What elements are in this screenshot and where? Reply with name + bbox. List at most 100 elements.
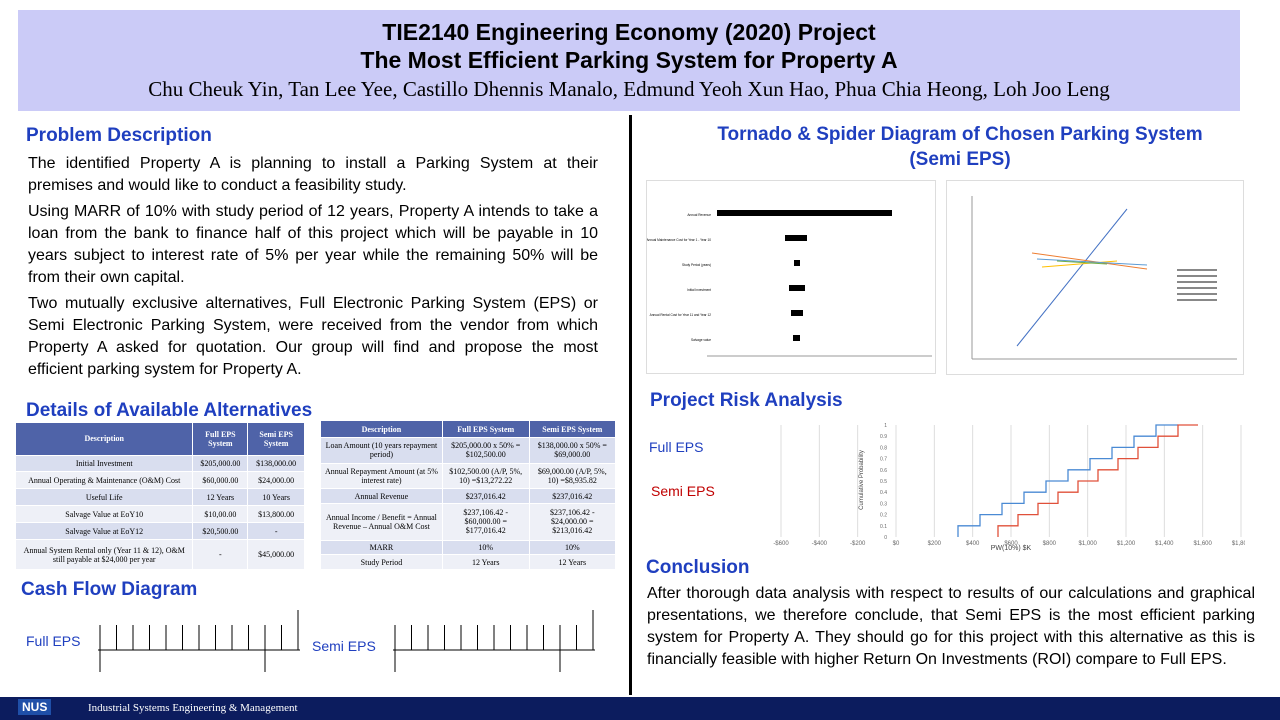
cell: $13,800.00	[247, 505, 305, 524]
cell: MARR	[320, 539, 443, 556]
cell: Study Period	[320, 554, 443, 570]
row: Study Period 12 Years 12 Years	[320, 554, 617, 570]
x-tick-label: $800	[1043, 541, 1057, 547]
footer: NUS Industrial Systems Engineering & Man…	[0, 697, 1280, 720]
paragraph: The identified Property A is planning to…	[28, 155, 598, 194]
heading-line: Tornado & Spider Diagram of Chosen Parki…	[717, 124, 1203, 145]
cell: Annual Income / Benefit = Annual Revenue…	[320, 503, 443, 541]
x-tick-label: -$400	[812, 541, 828, 547]
bar	[785, 235, 807, 241]
cell: Annual Operating & Maintenance (O&M) Cos…	[14, 471, 194, 490]
title: The Most Efficient Parking System for Pr…	[360, 47, 898, 73]
cash-flow-diagram	[393, 610, 595, 672]
heading: Cash Flow Diagram	[21, 579, 198, 600]
cell: 10%	[528, 539, 617, 556]
cell: Annual Revenue	[320, 488, 443, 505]
header-cell: Description	[14, 422, 194, 456]
row: Initial Investment $205,000.00 $138,000.00	[14, 454, 305, 473]
row: Annual System Rental only (Year 11 & 12)…	[14, 539, 305, 570]
bar	[794, 260, 800, 266]
row-label: Annual Rental Cost for Year 11 and Year …	[650, 313, 712, 317]
header-row: Description Full EPS System Semi EPS Syste…	[320, 419, 617, 439]
y-axis-label: Cumulative Probability	[859, 450, 865, 510]
row: Loan Amount (10 years repayment period) $…	[320, 437, 617, 464]
row: Salvage Value at EoY12 $20,500.00-	[14, 522, 305, 541]
table: Description Full EPS System Semi EPS Syste…	[320, 419, 617, 570]
bar	[791, 310, 803, 316]
cell: $237,016.42	[441, 488, 530, 505]
x-tick-label: $400	[966, 541, 980, 547]
heading: Project Risk Analysis	[650, 390, 843, 411]
cash-flow-diagram	[98, 610, 300, 672]
heading: Tornado & Spider Diagram of Chosen Parki…	[640, 122, 1280, 172]
heading: Details of Available Alternatives	[26, 400, 313, 421]
label: Full EPS	[26, 633, 81, 649]
row-label: Annual Revenue	[687, 213, 711, 217]
x-tick-label: $1,000	[1078, 541, 1097, 547]
legend-label: Semi EPS	[651, 483, 715, 499]
cell: Annual Repayment Amount (at 5% interest …	[320, 462, 443, 490]
row: Salvage Value at EoY10 $10,00.00 $13,800.0…	[14, 505, 305, 524]
row: Annual Revenue $237,016.42 $237,016.42	[320, 488, 617, 505]
heading: Problem Description	[26, 125, 212, 146]
cell: $69,000.00 (A/P, 5%, 10) =$8,935.82	[528, 462, 617, 490]
x-tick-label: $600	[1004, 541, 1018, 547]
cell: $10,00.00	[192, 505, 249, 524]
cell: -	[192, 539, 249, 570]
cell: Salvage Value at EoY10	[14, 505, 194, 524]
x-tick-label: $1,800	[1232, 541, 1245, 547]
cell: $60,000.00	[192, 471, 249, 490]
header-cell: Semi EPS System	[528, 419, 617, 439]
data-table: Description Full EPS System Semi EPS Syste…	[320, 419, 617, 570]
row: MARR 10% 10%	[320, 539, 617, 556]
y-tick-label: 0.3	[880, 501, 887, 507]
cell: $138,000.00	[247, 454, 305, 473]
cell: Loan Amount (10 years repayment period)	[320, 437, 443, 464]
y-tick-label: 0.7	[880, 457, 887, 463]
label: Semi EPS	[312, 638, 376, 654]
cell: $102,500.00 (A/P, 5%, 10) =$13,272.22	[441, 462, 530, 490]
header-cell: Description	[320, 419, 443, 439]
row: Annual Operating & Maintenance (O&M) Cos…	[14, 471, 305, 490]
y-tick-label: 0.4	[880, 490, 887, 496]
x-tick-label: $1,600	[1193, 541, 1212, 547]
cell: -	[247, 522, 305, 541]
cell: 12 Years	[441, 554, 530, 570]
legend-label: Full EPS	[649, 439, 704, 455]
conclusion-text: After thorough data analysis with respec…	[647, 585, 1255, 668]
authors: Chu Cheuk Yin, Tan Lee Yee, Castillo Dhe…	[148, 77, 1110, 101]
row: Annual Repayment Amount (at 5% interest …	[320, 462, 617, 490]
cdf-line	[997, 424, 1198, 537]
x-tick-label: $1,200	[1117, 541, 1136, 547]
bar	[793, 335, 800, 341]
cell: Useful Life	[14, 488, 194, 507]
data-table: Description Full EPS System Semi EPS Syste…	[14, 422, 305, 570]
bar	[717, 210, 892, 216]
y-tick-label: 0.5	[880, 479, 887, 485]
x-tick-label: $0	[893, 541, 900, 547]
x-tick-label: $200	[928, 541, 942, 547]
header-cell: Semi EPS System	[247, 422, 305, 456]
row: Annual Income / Benefit = Annual Revenue…	[320, 503, 617, 541]
row-label: Initial Investment	[687, 288, 711, 292]
cell: $138,000.00 x 50% = $69,000.00	[528, 437, 617, 464]
cell: 12 Years	[192, 488, 249, 507]
cell: Salvage Value at EoY12	[14, 522, 194, 541]
y-tick-label: 0.2	[880, 513, 887, 519]
spider-diagram	[946, 180, 1244, 375]
y-tick-label: 0.9	[880, 434, 887, 440]
x-tick-label: $1,400	[1155, 541, 1174, 547]
cell: $205,000.00	[192, 454, 249, 473]
heading: Conclusion	[646, 557, 750, 578]
cell: $45,000.00	[247, 539, 305, 570]
header-cell: Full EPS System	[441, 419, 530, 439]
header-cell: Full EPS System	[192, 422, 249, 456]
y-tick-label: 0.6	[880, 468, 887, 474]
risk-chart: -$600 -$400 -$200 $0 $200 $400 $600 $800 $1,000 $…	[773, 423, 1245, 552]
y-tick-label: 0.1	[880, 524, 887, 530]
row-label: Study Period (years)	[682, 263, 711, 267]
cell: 10 Years	[247, 488, 305, 507]
cell: $205,000.00 x 50% = $102,500.00	[441, 437, 530, 464]
row-label: Annual Maintenance Cost for Year 1 - Yea…	[646, 238, 711, 242]
